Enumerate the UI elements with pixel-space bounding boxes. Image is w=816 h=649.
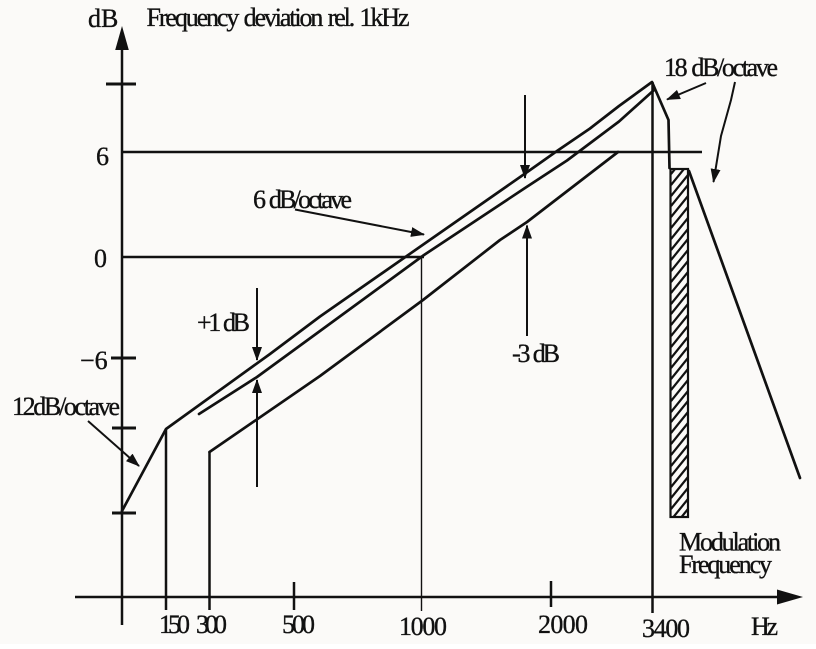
svg-text:Modulation: Modulation	[679, 528, 781, 557]
svg-text:dB: dB	[88, 4, 118, 33]
svg-text:3400: 3400	[642, 614, 690, 643]
svg-text:0: 0	[94, 244, 107, 273]
svg-text:+1 dB: +1 dB	[197, 308, 250, 337]
svg-text:−6: −6	[80, 346, 108, 375]
svg-text:Frequency: Frequency	[679, 550, 772, 579]
svg-text:Hz: Hz	[751, 612, 778, 641]
svg-text:6: 6	[96, 142, 109, 171]
svg-text:12dB/octave: 12dB/octave	[12, 392, 120, 421]
svg-text:300: 300	[196, 610, 227, 639]
svg-text:2000: 2000	[538, 610, 588, 639]
svg-text:-3 dB: -3 dB	[512, 339, 560, 368]
svg-text:6 dB/octave: 6 dB/octave	[253, 185, 352, 214]
svg-text:150: 150	[159, 610, 190, 639]
svg-text:Frequency deviation rel. 1kHz: Frequency deviation rel. 1kHz	[147, 3, 410, 32]
svg-text:500: 500	[282, 610, 315, 639]
svg-text:1000: 1000	[399, 612, 447, 641]
svg-text:18 dB/octave: 18 dB/octave	[664, 53, 778, 82]
